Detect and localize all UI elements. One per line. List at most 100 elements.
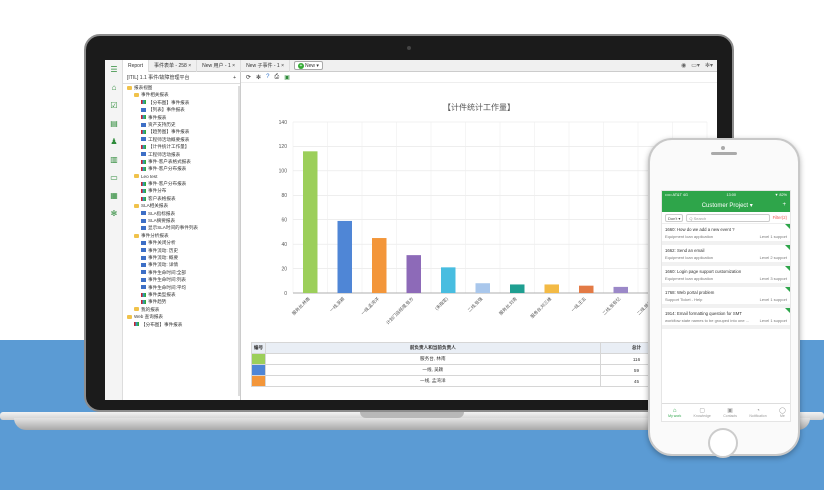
tree-item[interactable]: 【列表】事件报表 <box>123 106 240 113</box>
bar[interactable] <box>441 267 456 293</box>
bottom-tab-knowledge[interactable]: ▢ Knowledge <box>694 407 711 418</box>
bar[interactable] <box>303 151 318 293</box>
table-row[interactable]: 一线, 吴颖5919 <box>251 364 717 376</box>
tree-item[interactable]: 事件分布 <box>123 187 240 194</box>
home-icon[interactable]: ⌂ <box>111 82 117 92</box>
tree-item[interactable]: 事件相关报表 <box>123 91 240 98</box>
bar[interactable] <box>406 255 421 293</box>
tree-item[interactable]: 报表视图 <box>123 84 240 91</box>
export-icon[interactable]: ▣ <box>284 74 290 81</box>
tree-item[interactable]: 我的报表 <box>123 306 240 313</box>
tree-item[interactable]: SLA指标报表 <box>123 210 240 217</box>
ticket-item[interactable]: 1768: Web portal problem Support Ticket -… <box>662 287 790 308</box>
user-icon[interactable]: ♟ <box>110 136 118 146</box>
chart-icon[interactable]: ▥ <box>110 154 118 164</box>
tree-item[interactable]: 资产支持历史 <box>123 121 240 128</box>
check-icon[interactable]: ☑ <box>110 100 118 110</box>
gear-icon[interactable]: ✻ <box>110 208 118 218</box>
report-icon <box>141 285 146 290</box>
chart-icon <box>134 322 139 327</box>
tree-item[interactable]: 【趋势图】事件报表 <box>123 128 240 135</box>
tree-item-label: 【趋势图】事件报表 <box>148 129 190 135</box>
bar[interactable] <box>510 284 525 293</box>
filter-select[interactable]: Don't ▾ <box>665 213 684 222</box>
filter-button[interactable]: Filter(2) <box>772 215 787 220</box>
add-button[interactable]: + <box>782 202 786 208</box>
new-button[interactable]: + New ▾ <box>294 61 323 70</box>
tree-item[interactable]: 事件-客户分布报表 <box>123 180 240 187</box>
tree-item[interactable]: 工程师活动概要报表 <box>123 136 240 143</box>
tree-item[interactable]: 事件类型报表 <box>123 291 240 298</box>
bar[interactable] <box>372 238 387 293</box>
gear-icon[interactable]: ✻ <box>256 74 262 81</box>
status-flag <box>785 287 790 292</box>
settings-icon[interactable]: ✻▾ <box>704 63 713 69</box>
tab-new-subevent[interactable]: New 子事件 - 1 × <box>241 60 290 72</box>
tab-report[interactable]: Report <box>123 60 150 72</box>
bottom-tab-me[interactable]: ◯ Me <box>779 407 786 418</box>
tree-item[interactable]: 工程师活动报表 <box>123 151 240 158</box>
tree-item[interactable]: 事件-客户分布报表 <box>123 165 240 172</box>
tab-new-user[interactable]: New 用户 - 1 × <box>197 60 242 72</box>
help-icon[interactable]: ? <box>266 74 270 80</box>
bar[interactable] <box>475 283 490 293</box>
tree-item[interactable]: 显示SLA时间的事件列表 <box>123 224 240 231</box>
bar[interactable] <box>544 284 559 293</box>
x-tick-label: 计划门店经理,张方 <box>385 295 416 326</box>
tab-event-form[interactable]: 事件表单 - 258 × <box>149 60 198 72</box>
ticket-item[interactable]: 1662: Send an email Equipment loan applic… <box>662 245 790 266</box>
bar[interactable] <box>337 220 352 293</box>
tree-add-button[interactable]: + <box>233 74 236 81</box>
bottom-tab-notification[interactable]: ◔ Notification <box>749 408 766 418</box>
tree-item[interactable]: 事件生命时间:全部 <box>123 269 240 276</box>
tree-item[interactable]: 事件报表 <box>123 114 240 121</box>
menu-icon[interactable]: ☰ <box>110 64 118 74</box>
calendar-icon[interactable]: ▦ <box>110 190 118 200</box>
tree-item[interactable]: 事件生命时间:列表 <box>123 276 240 283</box>
x-tick-label: 一线,吴颖 <box>328 295 347 314</box>
tree-item[interactable]: 事件分析报表 <box>123 232 240 239</box>
tree-item[interactable]: 事件流动: 历史 <box>123 247 240 254</box>
bar[interactable] <box>579 285 594 293</box>
tree-item[interactable]: SLA摘要报表 <box>123 217 240 224</box>
document-icon[interactable]: ▤ <box>110 118 118 128</box>
tab-label: Notification <box>749 413 767 418</box>
tree-item[interactable]: 事件关闭分析 <box>123 239 240 246</box>
tree-item[interactable]: 事件流动: 详情 <box>123 261 240 268</box>
chart-icon <box>141 115 146 120</box>
tree-item[interactable]: 【计件统计工作量】 <box>123 143 240 150</box>
bottom-tab-my-work[interactable]: ⌂ My work <box>668 408 681 418</box>
tree-item[interactable]: 事件生命时间:平均 <box>123 284 240 291</box>
y-tick-label: 0 <box>284 291 287 297</box>
tree-item[interactable]: SLA相关报表 <box>123 202 240 209</box>
tree-item-label: 事件流动: 详情 <box>148 262 179 268</box>
table-row[interactable]: 服务台, 林南11637 <box>251 353 717 365</box>
ticket-item[interactable]: 1914: Email formatting question for SMT w… <box>662 308 790 329</box>
table-row[interactable]: 一线, 孟湾洋4514 <box>251 375 717 387</box>
tree-item[interactable]: 事件-客户表格式报表 <box>123 158 240 165</box>
tree-item[interactable]: Leo test <box>123 173 240 180</box>
tree-item[interactable]: 【分布图】事件报表 <box>123 321 240 328</box>
project-selector[interactable]: Customer Project ▾ <box>701 202 753 209</box>
tree-item[interactable]: 客户表格报表 <box>123 195 240 202</box>
phone-home-button[interactable] <box>708 428 738 458</box>
monitor-icon[interactable]: ▭ <box>110 172 118 182</box>
search-input[interactable]: Q Search <box>686 213 770 222</box>
bar[interactable] <box>613 286 628 293</box>
refresh-icon[interactable]: ⟳ <box>246 74 252 81</box>
chart-icon <box>141 189 146 194</box>
tree-item[interactable]: Web 查询报表 <box>123 313 240 320</box>
ticket-title: 1662: Send an email <box>665 248 705 253</box>
report-icon <box>141 263 146 268</box>
print-icon[interactable]: ⎙ <box>274 73 280 80</box>
tree-scrollbar[interactable] <box>238 86 240 396</box>
ticket-item[interactable]: 1660: How do we add a new event ? Equipme… <box>662 224 790 245</box>
bottom-tab-contacts[interactable]: ▣ Contacts <box>723 407 737 418</box>
tree-item-label: 资产支持历史 <box>148 121 176 127</box>
ticket-item[interactable]: 1660: Login page support customization Eq… <box>662 266 790 287</box>
tree-item[interactable]: 事件流动: 概要 <box>123 254 240 261</box>
avatar-icon[interactable]: ◉ <box>681 63 687 69</box>
tree-item[interactable]: 【分布图】事件报表 <box>123 99 240 106</box>
window-icon[interactable]: ▭▾ <box>691 63 700 69</box>
tree-item[interactable]: 事件趋势 <box>123 298 240 305</box>
